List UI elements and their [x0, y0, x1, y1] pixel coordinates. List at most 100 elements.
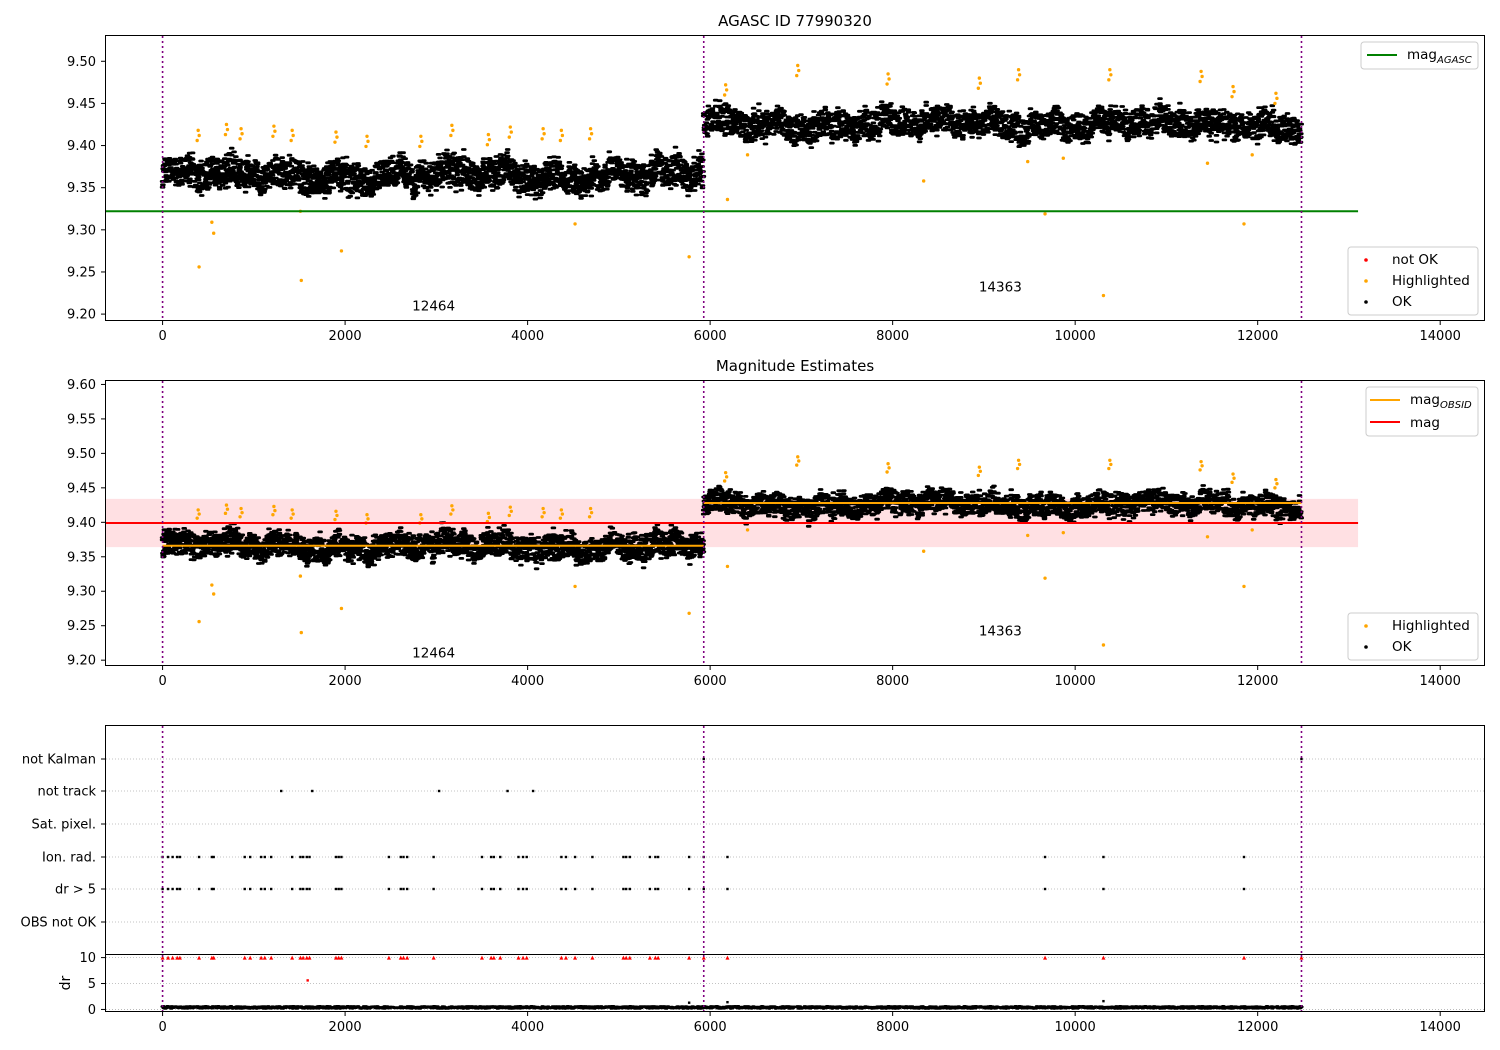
highlighted-point-17	[1250, 528, 1254, 532]
highlighted-point-39-b	[1232, 89, 1236, 94]
highlighted-point-38	[1199, 459, 1203, 464]
x-tick-label-7: 14000	[1420, 674, 1461, 689]
highlighted-point-39-c	[1230, 480, 1234, 485]
highlighted-point-39-b	[1232, 476, 1236, 480]
highlighted-point-19	[224, 122, 229, 127]
highlighted-point-31-b	[589, 510, 594, 515]
highlighted-point-31-b	[589, 132, 594, 136]
dr-clipped-point-2	[170, 955, 175, 960]
y-tick-label-3: 9.35	[67, 181, 96, 196]
flag-point-4-38	[624, 887, 628, 891]
flag-point-1-0	[280, 789, 283, 793]
highlighted-point-30-b	[560, 133, 565, 138]
x-tick-label-0: 0	[158, 329, 166, 344]
flag-point-3-47	[1102, 855, 1105, 859]
dr-clipped-point-16	[304, 955, 309, 960]
highlighted-point-31-c	[587, 137, 592, 141]
dr-clipped-point-27	[489, 955, 494, 960]
highlighted-point-38	[1199, 69, 1203, 74]
dr-clipped-point-48	[1241, 955, 1246, 960]
dr-clipped-point-36	[590, 955, 595, 960]
dr-clipped-point-39	[627, 955, 632, 960]
highlighted-point-23-c	[333, 140, 337, 144]
highlighted-point-1	[210, 583, 214, 587]
highlighted-point-18-c	[195, 138, 199, 143]
flag-point-4-44	[702, 887, 705, 891]
highlighted-point-9	[745, 528, 750, 532]
y-tick-label-4: 9.40	[67, 139, 96, 154]
flag-point-3-15	[301, 855, 305, 859]
flag-point-3-43	[687, 855, 691, 859]
highlighted-point-38-c	[1198, 79, 1202, 84]
x-tick-label-3: 6000	[694, 674, 727, 689]
flag-point-3-4	[178, 855, 182, 859]
highlighted-point-27-b	[487, 137, 492, 142]
panel-magnitude-scatter-layer	[159, 455, 1304, 647]
highlighted-point-11	[1026, 159, 1030, 164]
y-tick-label-5: 9.45	[67, 481, 96, 496]
dr-clipped-point-11	[262, 955, 267, 960]
flag-point-4-16	[305, 887, 308, 891]
highlighted-point-30	[559, 128, 564, 133]
highlighted-point-4	[299, 278, 303, 283]
dr-point-2	[726, 1000, 729, 1004]
flag-point-4-13	[290, 887, 294, 891]
legend-mag-agasc-label: mag	[1407, 47, 1437, 63]
highlighted-point-19	[224, 503, 229, 507]
flag-point-4-20	[340, 887, 343, 891]
dr-clipped-point-33	[559, 955, 564, 960]
dr-x-tick-label-3: 6000	[694, 1020, 727, 1035]
highlighted-point-15	[1205, 161, 1210, 165]
highlighted-point-19-c	[223, 511, 228, 516]
x-tick-label-4: 8000	[876, 674, 909, 689]
highlighted-point-5	[339, 249, 344, 253]
x-tick-label-5: 10000	[1054, 329, 1095, 344]
highlighted-point-0	[197, 265, 201, 269]
flag-point-4-0	[161, 887, 164, 891]
dr-y-tick-label-2: 10	[79, 951, 96, 966]
dr-clipped-point-14	[298, 955, 303, 960]
highlighted-point-39	[1231, 84, 1235, 89]
panel-dr: 0 5 10 0 2000 4000 6000 8000 10000 12000 14000 dr	[58, 951, 1485, 1035]
highlighted-point-18-b	[197, 133, 201, 138]
highlighted-point-25	[419, 134, 423, 138]
highlighted-point-16	[1242, 222, 1246, 226]
svg-text:magAGASC: magAGASC	[1407, 47, 1472, 66]
flag-point-0-1	[1300, 757, 1303, 761]
highlighted-point-23-b	[335, 135, 339, 139]
highlighted-point-27	[486, 132, 491, 137]
highlighted-point-27-c	[485, 143, 490, 147]
highlighted-point-25-c	[418, 144, 422, 149]
obsid-label-12464-b: 12464	[412, 645, 455, 661]
flag-point-3-19	[337, 855, 340, 859]
dr-clipped-point-8	[242, 955, 247, 960]
dr-clipped-point-38	[624, 955, 629, 960]
legend-highlighted-label-b: Highlighted	[1392, 618, 1470, 634]
flag-point-0-0	[702, 757, 705, 761]
highlighted-point-23	[334, 509, 338, 513]
highlighted-point-21-b	[273, 129, 277, 133]
highlighted-point-37	[1108, 458, 1112, 462]
highlighted-point-24-b	[366, 139, 370, 144]
flag-point-4-33	[560, 887, 563, 891]
flag-point-3-14	[299, 855, 302, 859]
flag-point-3-26	[480, 855, 484, 859]
flag-label-5: OBS not OK	[21, 916, 97, 931]
panel-flags: not Kalman not track Sat. pixel. Ion. rad. d…	[21, 725, 1485, 955]
highlighted-point-18	[196, 508, 200, 512]
highlighted-point-15	[1205, 535, 1210, 539]
flag-point-3-6	[210, 855, 214, 859]
highlighted-point-39-c	[1230, 94, 1234, 99]
dr-x-tick-label-1: 2000	[329, 1020, 362, 1035]
y-tick-label-3: 9.35	[67, 550, 96, 565]
flag-point-3-18	[334, 855, 338, 859]
dr-baseline-points	[160, 1005, 1304, 1010]
y-tick-label-1: 9.25	[67, 619, 96, 634]
dr-clipped-point-37	[621, 955, 626, 960]
flag-point-3-9	[248, 855, 252, 859]
flag-point-1-2	[437, 789, 441, 793]
flag-point-4-9	[248, 887, 252, 891]
highlighted-point-3	[298, 574, 303, 578]
x-tick-label-4: 8000	[876, 329, 909, 344]
